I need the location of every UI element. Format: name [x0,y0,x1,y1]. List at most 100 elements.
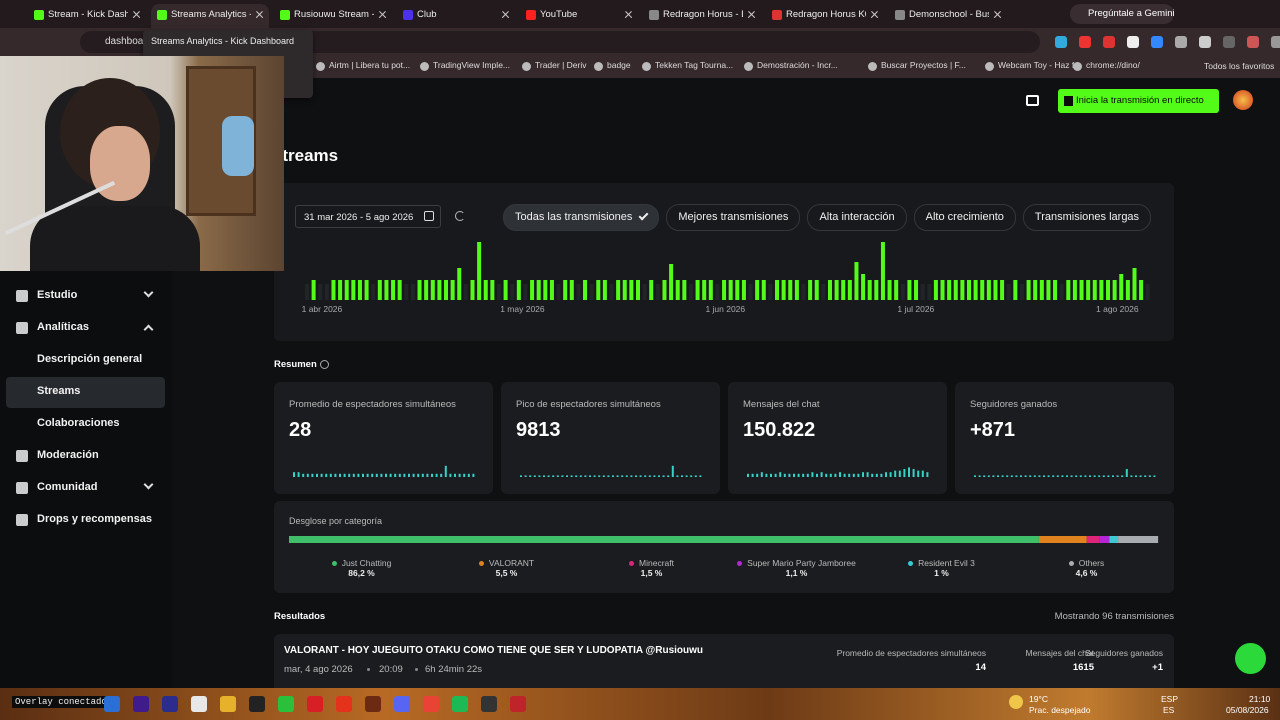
extension-icon[interactable] [1175,36,1187,48]
date-picker[interactable]: 31 mar 2026 - 5 ago 2026 [295,205,441,228]
spark-bar [848,473,851,477]
extension-icon[interactable] [1079,36,1091,48]
sidebar-item[interactable]: Descripción general [37,353,143,365]
bar [602,280,607,300]
check-icon[interactable] [638,210,649,221]
spark-bar [866,472,869,477]
filter-label[interactable]: Mejores transmisiones [678,211,789,223]
avatar[interactable] [1233,90,1253,110]
extension-icon[interactable] [1103,36,1115,48]
spark-bar [793,473,795,477]
tab[interactable]: Club [397,4,515,28]
bookmark-icon [420,62,429,71]
tab-close[interactable] [870,9,879,20]
legend-item: Minecraft 1,5 % [579,553,724,581]
support-button[interactable] [1235,643,1266,674]
legend-row: Super Mario Party Jamboree [737,558,856,568]
taskbar-icon[interactable] [220,696,236,712]
tab[interactable]: YouTube [520,4,638,28]
spark-bar [857,473,860,477]
bar [397,280,402,300]
filter-label[interactable]: Todas las transmisiones [515,211,633,223]
gemini-button[interactable]: Pregúntale a Gemini [1070,4,1175,24]
day-slot [496,284,501,300]
tab-close[interactable] [993,9,1002,20]
filter-pill[interactable]: Mejores transmisiones [666,204,801,231]
day-slot [410,284,415,300]
bar [424,280,429,300]
spark-bar [570,475,573,477]
taskbar-icon[interactable] [278,696,294,712]
spark-bar [1070,475,1073,477]
sidebar-item[interactable]: Colaboraciones [37,417,120,429]
filter-pill[interactable]: Alta interacción [807,204,907,231]
bookmark-label: chrome://dino/ [1086,60,1140,70]
day-slot [927,284,932,300]
taskbar-icon[interactable] [452,696,468,712]
spark-bar [449,473,452,477]
legend-dot [908,561,914,566]
spark-bar [1015,475,1018,477]
filter-label[interactable]: Alto crecimiento [925,211,1004,223]
bookmark-label: badge [607,60,631,70]
spark-bar [1043,475,1045,477]
extension-icon[interactable] [1271,36,1280,48]
filter-pill[interactable]: Todas las transmisiones [503,204,660,231]
filter-pill[interactable]: Transmisiones largas [1022,204,1152,231]
tab[interactable]: Streams Analytics - K [151,4,269,28]
tab-close[interactable] [624,9,633,20]
day-slot [556,284,561,300]
spark-bar [625,475,628,477]
sidebar-item[interactable]: Comunidad [37,481,98,493]
tab-close[interactable] [132,9,141,20]
sidebar-item[interactable]: Drops y recompensas [37,513,152,525]
legend-value: 1,5 % [640,568,663,578]
taskbar-icon[interactable] [307,696,323,712]
extension-icon[interactable] [1199,36,1211,48]
extension-icon[interactable] [1247,36,1259,48]
go-live-button[interactable]: Inicia la transmisión en directo [1058,89,1219,113]
spark-bar [302,473,305,477]
taskbar-icon[interactable] [394,696,410,712]
tab[interactable]: Stream - Kick Dashb [28,4,146,28]
result-row[interactable]: VALORANT - HOY JUEGUITO OTAKU COMO TIENE… [274,634,1174,694]
taskbar-icon[interactable] [510,696,526,712]
tab-close[interactable] [255,9,264,20]
all-bookmarks[interactable]: Todos los favoritos [1204,61,1275,71]
refresh-icon[interactable] [455,211,465,221]
sidebar-item[interactable]: Estudio [37,289,78,301]
tab[interactable]: Redragon Horus - Bu [643,4,761,28]
taskbar-icon[interactable] [481,696,497,712]
spark-bar [889,472,892,477]
taskbar-icon[interactable] [191,696,207,712]
taskbar-icon[interactable] [133,696,149,712]
taskbar-icon[interactable] [104,696,120,712]
spark-bar [756,473,759,477]
bar [344,280,349,300]
taskbar-icon[interactable] [365,696,381,712]
sidebar-item[interactable]: Analíticas [37,321,89,333]
filter-label[interactable]: Alta interacción [819,211,895,223]
taskbar-icon[interactable] [249,696,265,712]
extension-icon[interactable] [1055,36,1067,48]
extension-icon[interactable] [1223,36,1235,48]
extension-icon[interactable] [1151,36,1163,48]
tab[interactable]: Redragon Horus K62 [766,4,884,28]
taskbar-icon[interactable] [423,696,439,712]
extension-icon[interactable] [1127,36,1139,48]
spark-bar [593,475,596,477]
segment [1038,536,1087,543]
filter-pill[interactable]: Alto crecimiento [913,204,1016,231]
tab-close[interactable] [378,9,387,20]
tab-close[interactable] [501,9,510,20]
bar [622,280,627,300]
spark-bar [1056,475,1059,477]
taskbar-icon[interactable] [162,696,178,712]
filter-label[interactable]: Transmisiones largas [1034,211,1140,223]
taskbar-icon[interactable] [336,696,352,712]
sidebar-item[interactable]: Moderación [37,449,99,461]
sidebar-item[interactable]: Streams [37,385,81,397]
tab-close[interactable] [747,9,756,20]
tab[interactable]: Demonschool - Busc [889,4,1007,28]
tab[interactable]: Rusiouwu Stream - W [274,4,392,28]
